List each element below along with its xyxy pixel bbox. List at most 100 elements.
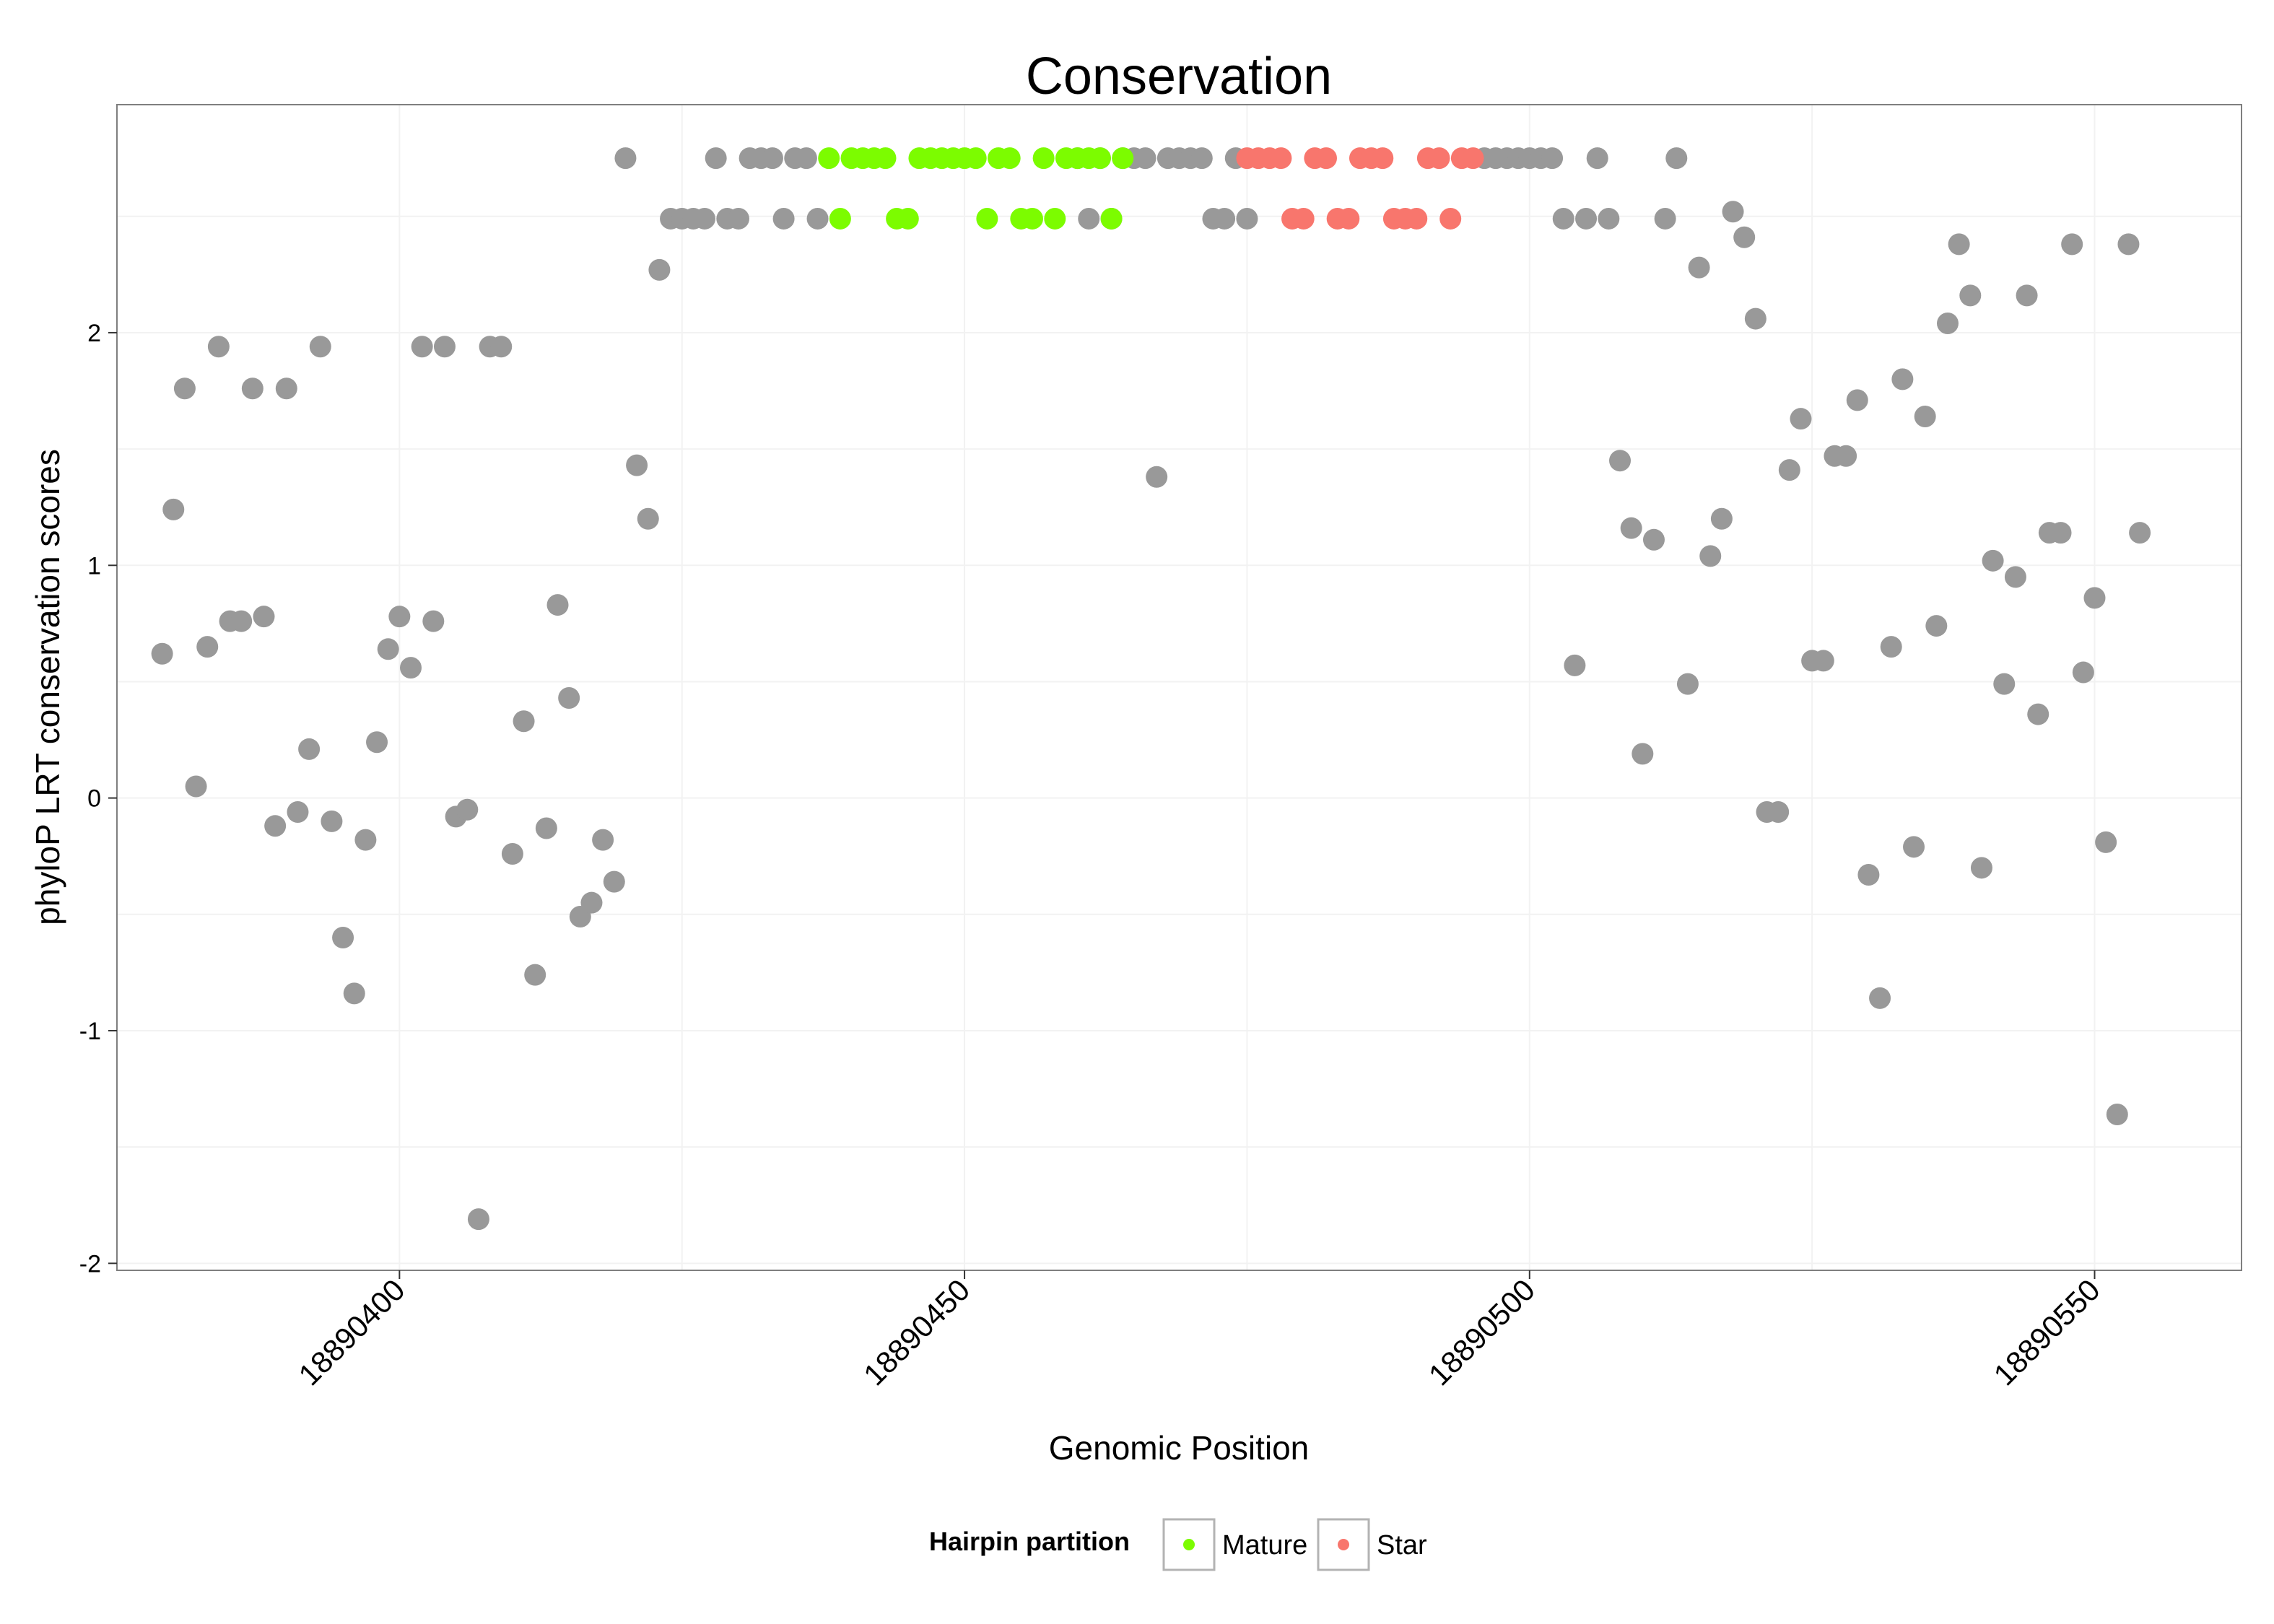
data-point-mature xyxy=(1021,207,1043,230)
data-point-other xyxy=(1620,517,1642,539)
data-point-other xyxy=(2072,661,2094,684)
data-point-other xyxy=(151,642,173,665)
data-point-other xyxy=(806,207,829,230)
data-point-star xyxy=(1270,147,1292,170)
data-point-other xyxy=(1575,207,1598,230)
data-point-other xyxy=(648,258,671,281)
data-point-mature xyxy=(964,147,987,170)
data-point-star xyxy=(1406,207,1428,230)
legend-dot-mature xyxy=(1183,1539,1195,1550)
data-point-other xyxy=(1835,445,1857,467)
data-point-other xyxy=(343,982,365,1005)
data-point-other xyxy=(264,815,287,837)
data-point-other xyxy=(287,800,309,823)
data-point-other xyxy=(1190,147,1213,170)
data-point-other xyxy=(592,829,614,851)
legend-item-mature: Mature xyxy=(1162,1518,1307,1571)
data-point-other xyxy=(1778,459,1800,481)
data-point-other xyxy=(1632,743,1654,765)
data-point-other xyxy=(173,377,196,400)
data-point-mature xyxy=(1100,207,1123,230)
data-point-star xyxy=(1439,207,1462,230)
data-point-other xyxy=(1903,836,1925,858)
data-point-mature xyxy=(897,207,919,230)
data-point-other xyxy=(1970,857,1992,879)
data-point-other xyxy=(422,610,445,632)
data-point-mature xyxy=(998,147,1021,170)
data-point-other xyxy=(1609,450,1632,472)
data-point-star xyxy=(1315,147,1338,170)
data-point-other xyxy=(795,147,817,170)
data-point-other xyxy=(694,207,716,230)
data-point-other xyxy=(2117,233,2140,256)
data-point-other xyxy=(1982,549,2004,572)
data-point-other xyxy=(558,687,580,710)
data-point-other xyxy=(546,594,569,616)
data-point-other xyxy=(388,606,411,628)
data-point-other xyxy=(1541,147,1564,170)
data-point-other xyxy=(1993,673,2016,695)
data-point-other xyxy=(411,336,433,358)
data-point-other xyxy=(535,817,557,839)
legend: Hairpin partition Mature Star xyxy=(929,1518,1427,1571)
y-tick-label: 0 xyxy=(87,785,101,813)
data-point-other xyxy=(705,147,727,170)
data-point-other xyxy=(1598,207,1620,230)
data-point-other xyxy=(524,964,546,986)
data-point-other xyxy=(1214,207,1236,230)
data-point-other xyxy=(1722,201,1744,223)
data-point-other xyxy=(2095,831,2117,853)
data-point-star xyxy=(1462,147,1484,170)
data-point-mature xyxy=(874,147,897,170)
data-point-other xyxy=(2129,522,2151,544)
data-point-other xyxy=(1914,405,1936,427)
data-point-other xyxy=(501,842,523,865)
data-point-other xyxy=(761,147,783,170)
data-point-other xyxy=(366,731,388,754)
data-point-mature xyxy=(976,207,998,230)
data-point-other xyxy=(2083,587,2106,609)
data-point-other xyxy=(1925,615,1948,637)
data-point-other xyxy=(1236,207,1258,230)
data-point-other xyxy=(1078,207,1100,230)
data-point-other xyxy=(1869,987,1891,1009)
data-point-other xyxy=(1744,307,1767,330)
data-point-other xyxy=(241,377,263,400)
data-point-other xyxy=(456,798,479,821)
data-point-other xyxy=(614,147,637,170)
data-point-other xyxy=(637,507,659,530)
data-point-other xyxy=(2004,566,2026,588)
data-point-star xyxy=(1428,147,1450,170)
data-point-other xyxy=(580,891,603,914)
data-point-other xyxy=(298,738,321,760)
data-point-other xyxy=(1552,207,1574,230)
plot-panel-border xyxy=(116,104,2242,1271)
chart-title: Conservation xyxy=(1026,48,1332,105)
data-point-other xyxy=(275,377,297,400)
data-point-other xyxy=(1146,466,1168,488)
data-point-mature xyxy=(818,147,840,170)
y-tick-label: 1 xyxy=(87,552,101,580)
y-tick-label: 2 xyxy=(87,320,101,347)
data-point-other xyxy=(1134,147,1156,170)
data-point-other xyxy=(1733,226,1756,248)
data-point-other xyxy=(207,336,230,358)
data-point-other xyxy=(185,775,207,798)
data-point-other xyxy=(196,636,219,658)
data-point-mature xyxy=(1089,147,1111,170)
legend-title: Hairpin partition xyxy=(929,1527,1130,1556)
data-point-other xyxy=(2061,233,2083,256)
data-point-other xyxy=(354,829,377,851)
data-point-other xyxy=(1948,233,1970,256)
data-point-other xyxy=(400,657,422,679)
data-point-mature xyxy=(1032,147,1055,170)
data-point-other xyxy=(1642,528,1665,551)
data-point-other xyxy=(377,638,399,660)
data-point-other xyxy=(513,710,535,733)
data-point-other xyxy=(433,336,456,358)
data-point-other xyxy=(321,810,343,832)
data-points xyxy=(151,147,2151,1231)
data-point-other xyxy=(1959,284,1982,307)
data-point-other xyxy=(1812,650,1834,672)
